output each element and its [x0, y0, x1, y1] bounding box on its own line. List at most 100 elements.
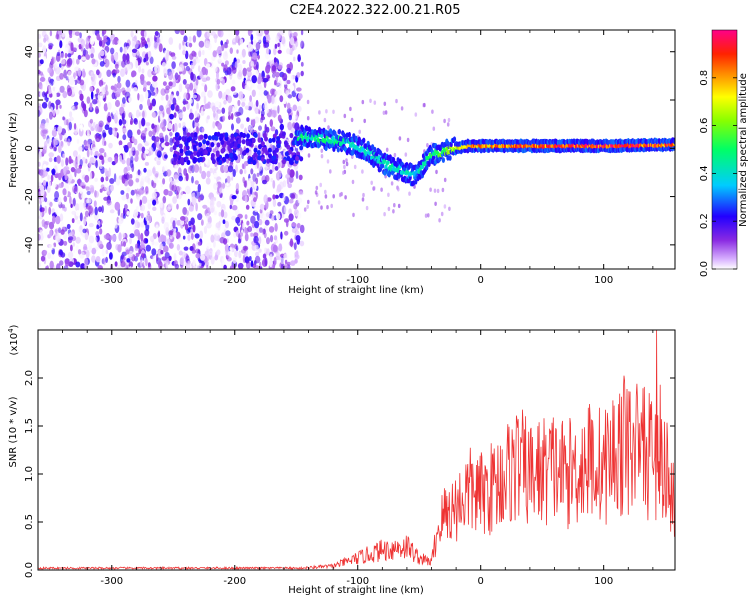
ridge-cell: [431, 154, 436, 161]
noise-blob: [66, 63, 71, 68]
noise-blob: [284, 230, 289, 236]
noise-blob: [269, 234, 274, 243]
noise-blob: [48, 152, 54, 158]
noise-blob: [139, 204, 146, 212]
noise-blob: [126, 264, 129, 269]
noise-blob: [249, 156, 254, 163]
noise-blob: [236, 150, 241, 155]
noise-blob: [244, 233, 249, 242]
noise-blob: [263, 90, 268, 96]
noise-blob: [255, 42, 261, 51]
noise-blob: [177, 95, 181, 101]
noise-blob: [195, 202, 198, 212]
noise-blob: [133, 209, 139, 218]
noise-blob: [67, 53, 72, 58]
noise-blob: [241, 139, 246, 145]
noise-blob: [84, 140, 90, 150]
noise-blob: [229, 246, 233, 254]
spectrogram-xtick-label: 0: [478, 275, 484, 286]
ridge-cell: [347, 131, 351, 138]
spectrogram-ytick-label: -20: [24, 188, 35, 204]
noise-blob: [169, 131, 173, 137]
noise-blob: [256, 213, 260, 221]
noise-blob: [324, 189, 327, 195]
noise-blob: [201, 127, 205, 133]
noise-blob: [77, 54, 82, 60]
noise-blob: [152, 199, 157, 206]
noise-blob: [258, 218, 263, 226]
noise-blob: [38, 109, 41, 117]
noise-blob: [182, 79, 187, 85]
noise-blob: [143, 57, 147, 63]
noise-blob: [158, 236, 162, 243]
noise-blob: [349, 106, 352, 112]
noise-blob: [218, 211, 222, 217]
noise-blob: [237, 138, 242, 145]
noise-blob: [306, 116, 310, 121]
noise-blob: [300, 61, 304, 67]
noise-blob: [227, 95, 232, 104]
noise-blob: [228, 148, 233, 154]
noise-blob: [46, 265, 49, 269]
noise-blob: [94, 206, 98, 216]
noise-blob: [156, 253, 159, 262]
noise-blob: [244, 195, 248, 203]
noise-blob: [122, 232, 126, 239]
noise-blob: [122, 127, 127, 133]
noise-blob: [137, 221, 140, 229]
noise-blob: [120, 190, 125, 195]
noise-blob: [52, 80, 57, 88]
noise-blob: [329, 169, 332, 174]
noise-blob: [89, 171, 93, 180]
noise-blob: [263, 247, 267, 253]
noise-blob: [194, 180, 199, 185]
noise-blob: [233, 132, 238, 138]
noise-blob: [122, 213, 126, 219]
ridge-cell: [332, 146, 336, 152]
noise-blob: [174, 263, 180, 269]
noise-blob: [185, 65, 190, 72]
noise-blob: [117, 39, 122, 45]
noise-blob: [271, 263, 275, 269]
noise-blob: [121, 119, 127, 125]
noise-blob: [292, 115, 297, 120]
snr-ytick-label: 1.0: [24, 466, 35, 482]
noise-blob: [98, 40, 103, 47]
noise-blob: [90, 91, 94, 100]
noise-blob: [247, 125, 251, 131]
noise-blob: [284, 259, 288, 264]
noise-blob: [128, 150, 133, 158]
noise-blob: [43, 250, 48, 255]
ridge-cell: [373, 146, 377, 153]
noise-blob: [215, 150, 220, 156]
noise-blob: [167, 100, 171, 107]
noise-blob: [196, 151, 201, 157]
noise-blob: [107, 102, 112, 110]
noise-blob: [272, 194, 276, 200]
noise-blob: [95, 256, 101, 263]
noise-blob: [162, 196, 167, 204]
noise-blob: [373, 100, 377, 105]
noise-blob: [162, 165, 168, 172]
noise-blob: [69, 34, 73, 39]
noise-blob: [223, 99, 227, 105]
noise-blob: [248, 141, 252, 147]
noise-blob: [198, 156, 203, 162]
noise-blob: [62, 188, 67, 196]
noise-blob: [118, 144, 124, 151]
noise-blob: [42, 129, 48, 134]
noise-blob: [65, 187, 69, 197]
noise-blob: [211, 221, 215, 229]
noise-blob: [187, 234, 191, 241]
noise-blob: [373, 186, 376, 191]
noise-blob: [293, 31, 298, 38]
noise-blob: [92, 146, 98, 152]
noise-blob: [143, 80, 147, 90]
noise-blob: [215, 222, 221, 229]
noise-blob: [178, 143, 183, 149]
noise-blob: [87, 133, 91, 139]
noise-blob: [173, 122, 178, 132]
noise-blob: [206, 63, 211, 68]
noise-blob: [83, 257, 89, 267]
noise-blob: [211, 105, 216, 113]
